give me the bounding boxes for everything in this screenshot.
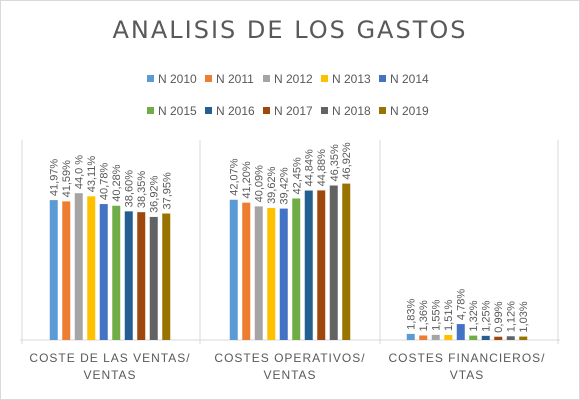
data-label-2-9: 1,03% <box>518 301 530 332</box>
bar-1-7 <box>317 190 326 340</box>
legend-label-6: N 2016 <box>216 104 255 118</box>
data-label-0-0: 41,97% <box>49 159 61 197</box>
data-label-1-5: 42,45% <box>291 157 303 195</box>
data-label-1-0: 42,07% <box>229 158 241 196</box>
bar-2-1 <box>419 335 428 340</box>
data-label-1-6: 44,84% <box>304 149 316 187</box>
data-label-2-2: 1,55% <box>431 299 443 330</box>
bar-1-6 <box>304 190 313 340</box>
legend-label-4: N 2014 <box>390 72 429 86</box>
data-label-0-2: 44,0 % <box>74 155 86 189</box>
data-label-1-9: 46,92% <box>341 142 353 180</box>
bar-1-5 <box>292 198 301 340</box>
bar-1-1 <box>242 202 251 340</box>
category-label-2-1: VTAS <box>450 368 484 382</box>
data-label-0-8: 36,92% <box>149 175 161 213</box>
data-label-2-0: 1,83% <box>406 298 418 329</box>
bar-0-2 <box>74 193 83 340</box>
bar-2-6 <box>481 335 490 340</box>
legend-swatch-6 <box>205 107 212 114</box>
legend-swatch-0 <box>147 75 154 82</box>
legend-swatch-1 <box>205 75 212 82</box>
data-label-1-2: 40,09% <box>254 165 266 203</box>
legend-label-9: N 2019 <box>390 104 429 118</box>
legend-label-8: N 2018 <box>332 104 371 118</box>
legend-swatch-3 <box>321 75 328 82</box>
legend-swatch-8 <box>321 107 328 114</box>
data-label-1-8: 46,35% <box>329 144 341 182</box>
bar-1-0 <box>229 199 238 340</box>
bar-1-8 <box>329 185 338 340</box>
data-label-0-3: 43,11% <box>86 156 98 193</box>
category-label-0-1: VENTAS <box>83 368 136 382</box>
data-label-1-3: 39,62% <box>266 166 278 204</box>
bar-0-6 <box>124 211 133 340</box>
data-label-1-7: 44,88% <box>316 149 328 187</box>
bar-0-1 <box>62 201 71 340</box>
data-label-1-1: 41,20% <box>241 161 253 199</box>
bar-0-4 <box>99 204 108 340</box>
data-label-2-1: 1,36% <box>418 300 430 331</box>
legend-label-1: N 2011 <box>216 72 254 86</box>
data-label-0-1: 41,59% <box>61 160 73 198</box>
bar-0-7 <box>137 212 146 340</box>
data-label-0-5: 40,28% <box>111 164 123 202</box>
data-label-2-7: 0,99% <box>493 301 505 332</box>
data-label-2-3: 1,51% <box>443 300 455 331</box>
data-label-2-8: 1,12% <box>506 301 518 332</box>
category-label-2-0: COSTES FINANCIEROS/ <box>388 351 545 365</box>
category-label-1-1: VENTAS <box>263 368 316 382</box>
bar-1-9 <box>342 183 351 340</box>
bar-0-8 <box>149 216 158 340</box>
legend-swatch-5 <box>147 107 154 114</box>
legend-label-7: N 2017 <box>274 104 313 118</box>
data-label-2-4: 4,78% <box>456 289 468 320</box>
legend-label-5: N 2015 <box>158 104 197 118</box>
bar-2-8 <box>506 336 515 340</box>
data-label-0-4: 40,78% <box>99 163 111 201</box>
legend-swatch-9 <box>379 107 386 114</box>
legend-label-0: N 2010 <box>158 72 197 86</box>
bar-2-5 <box>469 335 478 340</box>
legend-label-3: N 2013 <box>332 72 371 86</box>
legend-swatch-7 <box>263 107 270 114</box>
bar-0-9 <box>162 213 171 340</box>
bar-0-3 <box>87 196 96 340</box>
data-label-0-7: 38,35% <box>136 171 148 209</box>
data-label-1-4: 39,42% <box>279 167 291 205</box>
bar-2-2 <box>431 334 440 340</box>
chart-title: ANALISIS DE LOS GASTOS <box>112 16 468 44</box>
bar-2-7 <box>494 336 503 340</box>
data-label-2-6: 1,25% <box>481 300 493 331</box>
bar-1-2 <box>254 206 263 340</box>
category-label-0-0: COSTE DE LAS VENTAS/ <box>29 351 190 365</box>
bar-2-9 <box>519 336 528 340</box>
data-label-0-9: 37,95% <box>161 172 173 210</box>
category-label-1-0: COSTES OPERATIVOS/ <box>214 351 365 365</box>
bar-1-4 <box>279 208 288 340</box>
bar-2-4 <box>456 324 465 340</box>
legend-swatch-2 <box>263 75 270 82</box>
bar-0-5 <box>112 205 121 340</box>
legend-label-2: N 2012 <box>274 72 313 86</box>
bar-2-0 <box>406 333 415 340</box>
bar-2-3 <box>444 334 453 340</box>
data-label-2-5: 1,32% <box>468 300 480 331</box>
legend-swatch-4 <box>379 75 386 82</box>
bar-0-0 <box>49 200 58 340</box>
data-label-0-6: 38,60% <box>124 170 136 208</box>
bar-1-3 <box>267 207 276 340</box>
